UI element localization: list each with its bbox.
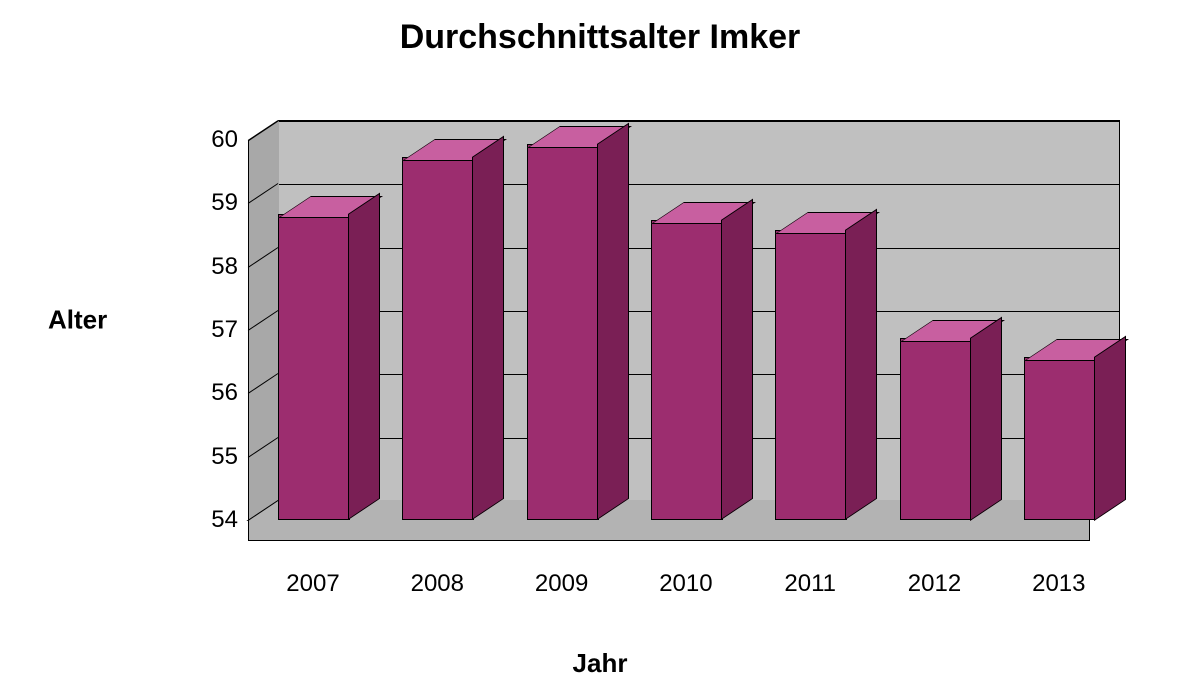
chart-floor-front — [248, 520, 1090, 541]
gridline — [279, 121, 1119, 122]
y-tick-label: 59 — [211, 189, 238, 217]
x-axis-label: Jahr — [0, 648, 1200, 679]
x-tick-label: 2013 — [1032, 570, 1085, 598]
y-tick-label: 57 — [211, 316, 238, 344]
y-tick-label: 55 — [211, 443, 238, 471]
bar — [402, 159, 472, 520]
x-tick-label: 2007 — [286, 570, 339, 598]
bar — [278, 216, 348, 520]
y-tick-label: 54 — [211, 506, 238, 534]
chart-sidewall — [248, 120, 279, 523]
bar — [1024, 359, 1094, 521]
y-tick-label: 60 — [211, 126, 238, 154]
y-tick-label: 56 — [211, 379, 238, 407]
bar — [527, 146, 597, 520]
bar-chart: Durchschnittsalter Imker Alter Jahr 5455… — [0, 0, 1200, 694]
x-tick-label: 2012 — [908, 570, 961, 598]
x-tick-label: 2011 — [784, 570, 836, 598]
plot-area: 5455565758596020072008200920102011201220… — [248, 120, 1118, 520]
bar — [651, 222, 721, 520]
x-tick-label: 2008 — [411, 570, 464, 598]
y-tick-label: 58 — [211, 253, 238, 281]
x-tick-label: 2010 — [659, 570, 712, 598]
x-tick-label: 2009 — [535, 570, 588, 598]
bar — [775, 232, 845, 520]
y-axis-label: Alter — [48, 305, 107, 336]
bar — [900, 340, 970, 521]
chart-title: Durchschnittsalter Imker — [0, 18, 1200, 57]
